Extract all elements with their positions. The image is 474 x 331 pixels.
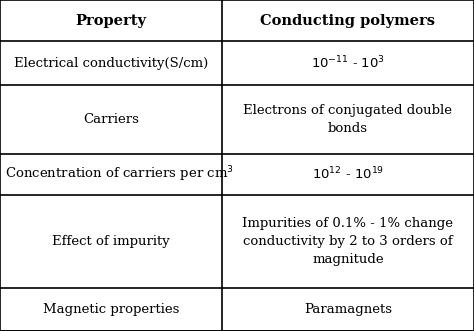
Text: $10^{-11}$ - $10^{3}$: $10^{-11}$ - $10^{3}$ (311, 55, 385, 71)
Text: $10^{12}$ - $10^{19}$: $10^{12}$ - $10^{19}$ (312, 166, 384, 183)
Text: Paramagnets: Paramagnets (304, 303, 392, 316)
Text: Conducting polymers: Conducting polymers (260, 14, 436, 28)
Text: Magnetic properties: Magnetic properties (43, 303, 179, 316)
Text: Property: Property (75, 14, 146, 28)
Text: Effect of impurity: Effect of impurity (52, 235, 170, 248)
Text: Impurities of 0.1% - 1% change
conductivity by 2 to 3 orders of
magnitude: Impurities of 0.1% - 1% change conductiv… (242, 217, 454, 266)
Text: Electrons of conjugated double
bonds: Electrons of conjugated double bonds (244, 104, 452, 135)
Text: Concentration of carriers per cm$^{3}$: Concentration of carriers per cm$^{3}$ (5, 165, 234, 184)
Text: Electrical conductivity(S/cm): Electrical conductivity(S/cm) (14, 57, 208, 70)
Text: Carriers: Carriers (83, 113, 139, 126)
